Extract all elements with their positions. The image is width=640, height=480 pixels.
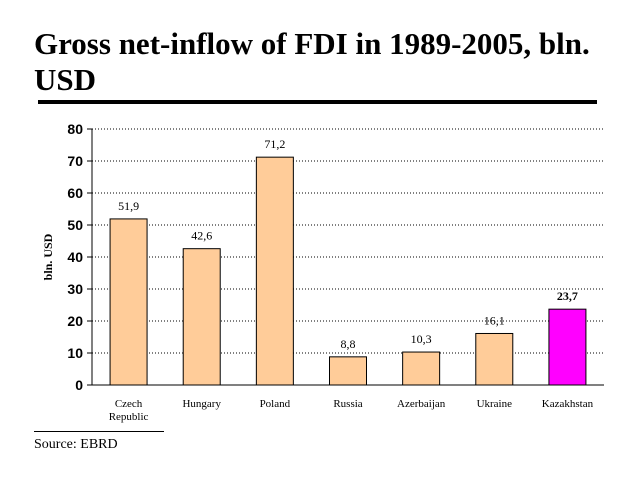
- bar-3: [329, 356, 367, 386]
- x-tick-label-4: Azerbaijan: [397, 398, 446, 410]
- x-tick-label-1: Hungary: [182, 398, 221, 410]
- value-label-6: 23,7: [557, 289, 578, 303]
- bar-6: [548, 308, 587, 386]
- source-divider: [34, 431, 164, 432]
- value-label-0: 51,9: [118, 199, 139, 213]
- y-tick-label-70: 70: [67, 153, 83, 169]
- x-tick-label-0-0: Czech: [115, 398, 143, 410]
- value-label-2: 71,2: [264, 137, 285, 151]
- y-tick-label-0: 0: [75, 377, 83, 393]
- bar-0: [109, 218, 148, 386]
- value-label-3: 8,8: [341, 337, 356, 351]
- y-tick-label-30: 30: [67, 281, 83, 297]
- x-tick-label-0-1: Republic: [109, 411, 149, 423]
- y-tick-label-20: 20: [67, 313, 83, 329]
- y-tick-label-50: 50: [67, 217, 83, 233]
- title-underline: [38, 100, 597, 104]
- x-tick-label-3: Russia: [333, 398, 362, 410]
- x-tick-label-5: Ukraine: [477, 398, 513, 410]
- bar-5: [475, 332, 514, 386]
- value-label-4: 10,3: [411, 332, 432, 346]
- y-tick-label-80: 80: [67, 121, 83, 137]
- bars: [109, 156, 587, 386]
- source-note: Source: EBRD: [34, 437, 118, 452]
- y-tick-label-10: 10: [67, 345, 83, 361]
- y-tick-labels: 0 10 20 30 40 50 60 70 80: [67, 121, 83, 393]
- y-tick-label-60: 60: [67, 185, 83, 201]
- x-tick-label-6: Kazakhstan: [542, 398, 594, 410]
- x-tick-label-2: Poland: [260, 398, 291, 410]
- bar-2: [255, 156, 294, 386]
- y-tick-label-40: 40: [67, 249, 83, 265]
- bar-4: [402, 351, 441, 386]
- value-labels: 51,9 42,6 71,2 8,8 10,3 16,1 23,7: [118, 137, 578, 351]
- slide-title: Gross net-inflow of FDI in 1989-2005, bl…: [34, 26, 590, 97]
- value-label-5: 16,1: [484, 313, 505, 327]
- y-axis-label: bln. USD: [41, 233, 55, 280]
- bar-1: [182, 248, 221, 386]
- value-label-1: 42,6: [191, 229, 212, 243]
- grid-lines: [92, 128, 604, 354]
- axes: [87, 128, 604, 386]
